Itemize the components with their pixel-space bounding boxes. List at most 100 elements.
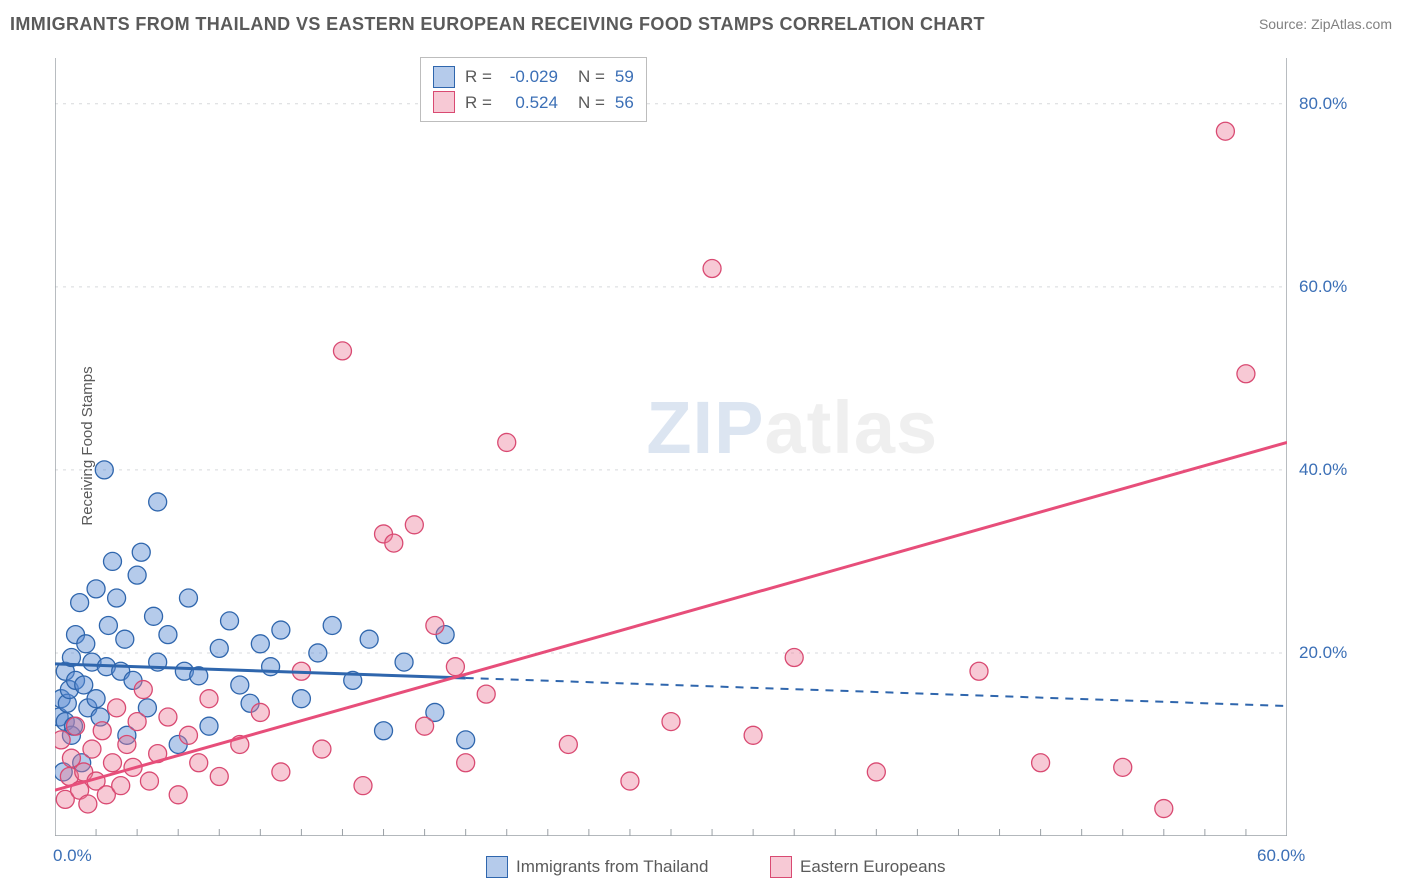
- data-point: [159, 708, 177, 726]
- data-point: [83, 740, 101, 758]
- data-point: [159, 626, 177, 644]
- data-point: [1216, 122, 1234, 140]
- y-tick-label: 20.0%: [1299, 643, 1347, 663]
- data-point: [395, 653, 413, 671]
- data-point: [1114, 758, 1132, 776]
- legend-label: Immigrants from Thailand: [516, 857, 708, 877]
- data-point: [103, 552, 121, 570]
- data-point: [112, 777, 130, 795]
- chart-container: IMMIGRANTS FROM THAILAND VS EASTERN EURO…: [0, 0, 1406, 892]
- x-tick-label: 60.0%: [1257, 846, 1305, 866]
- data-point: [309, 644, 327, 662]
- data-point: [426, 616, 444, 634]
- x-tick-label: 0.0%: [53, 846, 92, 866]
- data-point: [416, 717, 434, 735]
- data-point: [108, 589, 126, 607]
- legend-item-thailand: Immigrants from Thailand: [486, 856, 708, 878]
- data-point: [95, 461, 113, 479]
- source-link[interactable]: ZipAtlas.com: [1311, 16, 1392, 32]
- legend-row: R = -0.029 N = 59: [433, 64, 634, 90]
- data-point: [1032, 754, 1050, 772]
- data-point: [385, 534, 403, 552]
- data-point: [1237, 365, 1255, 383]
- data-point: [867, 763, 885, 781]
- data-point: [333, 342, 351, 360]
- data-point: [108, 699, 126, 717]
- data-point: [621, 772, 639, 790]
- y-tick-label: 60.0%: [1299, 277, 1347, 297]
- legend-r-value: -0.029: [502, 64, 558, 90]
- data-point: [221, 612, 239, 630]
- legend-n-value: 56: [615, 90, 634, 116]
- data-point: [251, 703, 269, 721]
- legend-swatch: [433, 91, 455, 113]
- data-point: [210, 639, 228, 657]
- legend-swatch: [433, 66, 455, 88]
- data-point: [134, 681, 152, 699]
- legend-swatch: [486, 856, 508, 878]
- source-prefix: Source:: [1259, 16, 1311, 32]
- data-point: [272, 763, 290, 781]
- data-point: [132, 543, 150, 561]
- data-point: [313, 740, 331, 758]
- data-point: [55, 731, 70, 749]
- data-point: [323, 616, 341, 634]
- data-point: [703, 260, 721, 278]
- data-point: [200, 717, 218, 735]
- data-point: [970, 662, 988, 680]
- data-point: [662, 713, 680, 731]
- data-point: [785, 649, 803, 667]
- data-point: [200, 690, 218, 708]
- data-point: [498, 433, 516, 451]
- data-point: [149, 493, 167, 511]
- data-point: [79, 795, 97, 813]
- data-point: [67, 717, 85, 735]
- data-point: [87, 580, 105, 598]
- data-point: [103, 754, 121, 772]
- legend-item-eastern-european: Eastern Europeans: [770, 856, 946, 878]
- trend-line: [55, 442, 1287, 790]
- legend-n-value: 59: [615, 64, 634, 90]
- legend-r-label: R =: [465, 90, 492, 116]
- data-point: [272, 621, 290, 639]
- data-point: [140, 772, 158, 790]
- data-point: [116, 630, 134, 648]
- data-point: [457, 731, 475, 749]
- data-point: [128, 566, 146, 584]
- correlation-legend: R = -0.029 N = 59 R = 0.524 N = 56: [420, 57, 647, 122]
- legend-n-label: N =: [578, 64, 605, 90]
- data-point: [354, 777, 372, 795]
- data-point: [71, 594, 89, 612]
- data-point: [457, 754, 475, 772]
- data-point: [87, 690, 105, 708]
- chart-title: IMMIGRANTS FROM THAILAND VS EASTERN EURO…: [10, 14, 985, 35]
- data-point: [744, 726, 762, 744]
- legend-label: Eastern Europeans: [800, 857, 946, 877]
- data-point: [405, 516, 423, 534]
- data-point: [179, 726, 197, 744]
- y-tick-label: 80.0%: [1299, 94, 1347, 114]
- data-point: [93, 722, 111, 740]
- data-point: [251, 635, 269, 653]
- data-point: [128, 713, 146, 731]
- data-point: [179, 589, 197, 607]
- legend-r-label: R =: [465, 64, 492, 90]
- source-label: Source: ZipAtlas.com: [1259, 16, 1392, 32]
- data-point: [169, 786, 187, 804]
- data-point: [360, 630, 378, 648]
- legend-n-label: N =: [578, 90, 605, 116]
- data-point: [1155, 800, 1173, 818]
- legend-swatch: [770, 856, 792, 878]
- data-point: [99, 616, 117, 634]
- legend-r-value: 0.524: [502, 90, 558, 116]
- data-point: [210, 768, 228, 786]
- data-point: [375, 722, 393, 740]
- data-point: [77, 635, 95, 653]
- data-point: [145, 607, 163, 625]
- data-point: [477, 685, 495, 703]
- data-point: [559, 735, 577, 753]
- legend-row: R = 0.524 N = 56: [433, 90, 634, 116]
- data-point: [118, 735, 136, 753]
- scatter-plot: [55, 58, 1287, 836]
- data-point: [446, 658, 464, 676]
